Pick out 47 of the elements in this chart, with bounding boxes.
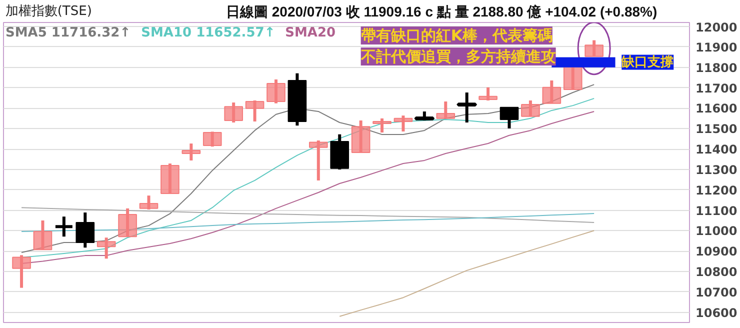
- y-tick-label: 11100: [696, 204, 738, 218]
- y-tick-label: 11500: [696, 122, 738, 136]
- candlestick: [308, 140, 328, 180]
- y-tick-label: 11600: [696, 102, 738, 116]
- text: SMA5 11716.32↑: [6, 26, 131, 40]
- line-series: [21, 207, 595, 223]
- candlestick: [76, 212, 95, 248]
- candlestick: [478, 87, 498, 100]
- y-tick-label: 10700: [696, 285, 738, 300]
- y-tick-label: 11400: [696, 142, 738, 157]
- text: SMA20: [285, 26, 336, 40]
- y-tick-label: 11700: [696, 81, 738, 96]
- candlestick: [182, 144, 201, 160]
- candlestick: [372, 118, 392, 132]
- candlestick: [224, 102, 243, 122]
- y-tick-label: 11200: [696, 183, 738, 198]
- y-tick-label: 12000: [696, 20, 738, 34]
- annotation: 帶有缺口的紅K棒，代表籌碼: [360, 26, 552, 44]
- candlestick: [500, 106, 519, 128]
- candlestick: [266, 79, 286, 104]
- y-tick-label: 11300: [696, 162, 738, 177]
- candlestick: [96, 238, 116, 259]
- candlestick: [394, 116, 413, 132]
- y-tick-label: 10800: [696, 264, 738, 279]
- candlestick: [436, 101, 456, 119]
- candlestick: [542, 80, 562, 104]
- candlestick: [118, 208, 137, 238]
- y-tick-label: 11900: [696, 40, 738, 54]
- candlestick: [245, 100, 264, 122]
- candlestick: [202, 132, 222, 147]
- y-tick-label: 11800: [696, 60, 738, 75]
- candlestick: [12, 255, 31, 288]
- candlestick: [584, 40, 604, 57]
- y-tick-label: 10900: [696, 244, 738, 259]
- band-label: 缺口支撐: [620, 54, 674, 70]
- y-tick-label: 10600: [696, 306, 738, 320]
- chart-subtitle: 日線圖 2020/07/03 收 11909.16 c 點 量 2188.80 億 +104.02 (+0.88%): [226, 4, 658, 20]
- y-tick-label: 11000: [696, 224, 738, 238]
- line-series: [339, 230, 595, 317]
- candlestick: [521, 100, 540, 117]
- candlestick: [33, 220, 52, 250]
- text: SMA10 11652.57↑: [141, 26, 276, 40]
- candlestick: [456, 92, 477, 122]
- candlestick: [139, 196, 158, 210]
- candlestick: [54, 216, 74, 237]
- candlestick: [563, 66, 582, 90]
- chart-title: 加權指數(TSE): [5, 4, 92, 19]
